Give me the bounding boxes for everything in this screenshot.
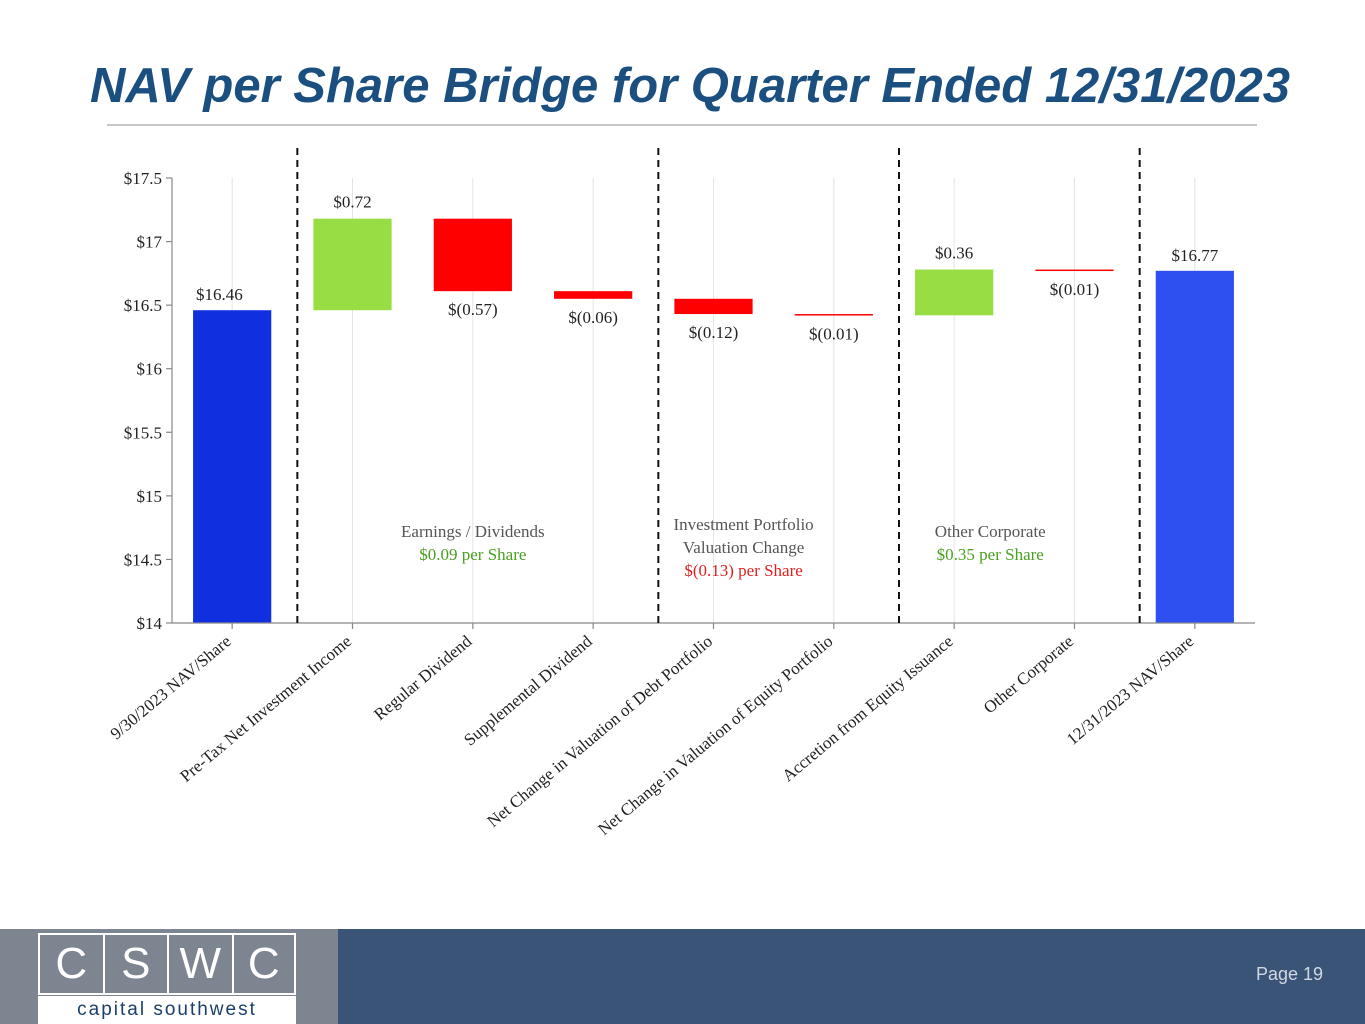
group-annotations: Earnings / Dividends $0.09 per Share Inves… <box>401 515 1046 580</box>
y-tick-label: $17.5 <box>124 169 162 188</box>
x-tick-label: Other Corporate <box>980 632 1077 718</box>
logo-company-name: capital southwest <box>38 996 296 1024</box>
footer-right-panel <box>338 929 1365 1024</box>
x-tick-label: 12/31/2023 NAV/Share <box>1063 632 1198 749</box>
group-annotation-value: $0.09 per Share <box>419 545 526 564</box>
group-annotation-title: Earnings / Dividends <box>401 522 545 541</box>
group-annotation-title: Investment Portfolio <box>673 515 813 534</box>
x-tick-label: Net Change in Valuation of Equity Portfo… <box>594 632 836 839</box>
y-tick-label: $15.5 <box>124 423 162 442</box>
y-tick-label: $14 <box>137 614 163 633</box>
axes: $14 $14.5 $15 $15.5 $16 $16.5 $17 $17.5 9/30/202… <box>107 169 1255 839</box>
x-tick-label: Supplemental Dividend <box>460 631 596 749</box>
logo-letter: S <box>102 933 167 995</box>
data-label: $(0.57) <box>448 300 498 319</box>
bar-decrease <box>433 218 512 292</box>
logo-letter: C <box>38 933 103 995</box>
y-tick-label: $15 <box>137 487 163 506</box>
group-annotation-title: Other Corporate <box>935 522 1046 541</box>
data-labels: $16.46 $0.72 $(0.57) $(0.06) $(0.12) $(0.01) $… <box>196 193 1219 344</box>
page-number: Page 19 <box>1255 964 1323 984</box>
x-tick-label: Net Change in Valuation of Debt Portfoli… <box>483 632 716 831</box>
nav-bridge-chart: $14 $14.5 $15 $15.5 $16 $16.5 $17 $17.5 9/30/202… <box>107 148 1255 839</box>
data-label: $(0.06) <box>568 308 618 327</box>
bar-total <box>193 310 272 623</box>
data-label: $0.36 <box>935 244 973 263</box>
data-label: $16.77 <box>1171 246 1218 265</box>
bar-increase <box>915 269 994 316</box>
y-tick-label: $14.5 <box>124 550 162 569</box>
logo-letter: C <box>231 933 296 995</box>
bar-total <box>1155 270 1234 623</box>
y-tick-label: $17 <box>137 233 163 252</box>
bar-decrease <box>1035 269 1114 272</box>
group-annotation-value: $(0.13) per Share <box>684 561 803 580</box>
cswc-logo: C S W C <box>38 933 296 995</box>
logo-letter: W <box>167 933 232 995</box>
data-label: $(0.01) <box>1050 280 1100 299</box>
bars <box>193 218 1234 623</box>
bar-decrease <box>674 298 753 315</box>
y-tick-label: $16.5 <box>124 296 162 315</box>
data-label: $0.72 <box>333 193 371 212</box>
title-divider <box>107 124 1257 126</box>
y-tick-label: $16 <box>137 360 163 379</box>
bar-increase <box>313 218 392 311</box>
bar-decrease <box>794 314 873 316</box>
data-label: $16.46 <box>196 285 243 304</box>
x-tick-label: Regular Dividend <box>370 631 476 724</box>
bar-decrease <box>554 291 633 299</box>
x-tick-label: 9/30/2023 NAV/Share <box>107 632 235 744</box>
group-annotation-value: $0.35 per Share <box>937 545 1044 564</box>
group-annotation-title: Valuation Change <box>683 538 804 557</box>
data-label: $(0.01) <box>809 324 859 343</box>
data-label: $(0.12) <box>689 323 739 342</box>
slide-title: NAV per Share Bridge for Quarter Ended 1… <box>89 59 1291 113</box>
